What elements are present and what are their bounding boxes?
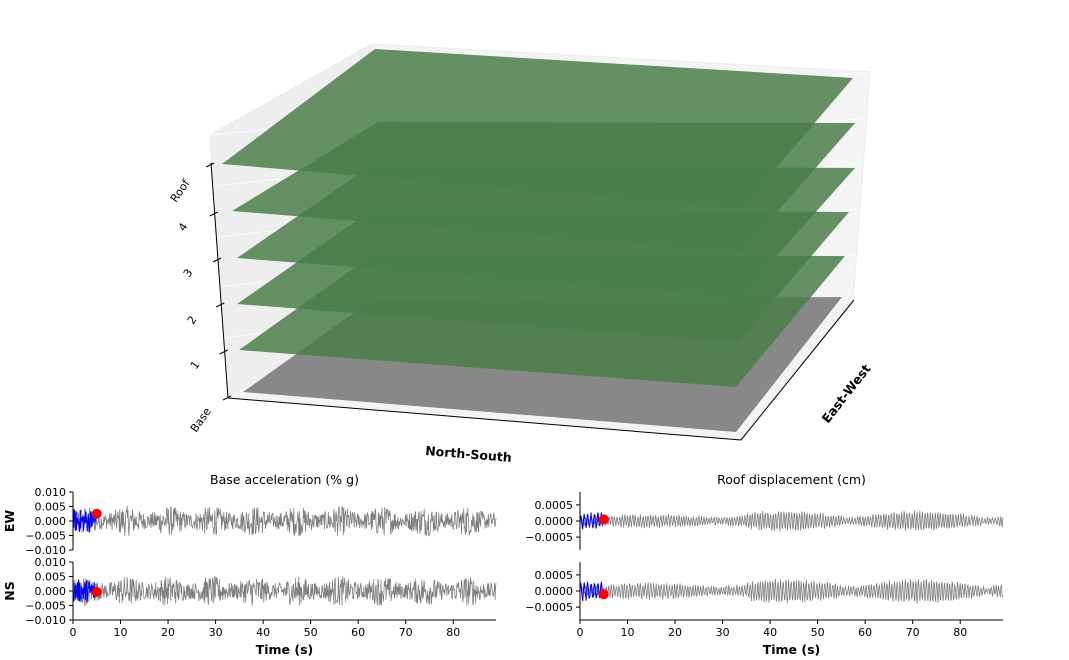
x-tick-label: 30 <box>716 626 730 639</box>
x-tick-label: 10 <box>621 626 635 639</box>
x-tick-label: 0 <box>577 626 584 639</box>
z-axis-line <box>210 162 229 399</box>
y-tick-label: −0.005 <box>25 600 66 613</box>
z-tick-mark <box>209 211 218 217</box>
current-marker <box>91 508 102 519</box>
y-tick-label: 0.000 <box>35 585 67 598</box>
y-tick-label: 0.0005 <box>535 569 574 582</box>
x-tick-label: 60 <box>858 626 872 639</box>
x-tick-label: 50 <box>811 626 825 639</box>
floor-roof <box>222 49 853 208</box>
y-tick-label: 0.005 <box>35 571 67 584</box>
subplot-ew: −0.0005 0.0000 0.0005 <box>525 492 1004 550</box>
x-tick-label: 70 <box>906 626 920 639</box>
y-tick-label: 0.0005 <box>535 499 574 512</box>
row-label: EW <box>2 510 17 533</box>
y-tick-label: 0.010 <box>35 556 67 569</box>
x-axis-label: North-South <box>425 443 513 465</box>
roof-displacement-panel: Roof displacement (cm) −0.0005 0.0000 0.000… <box>525 472 1004 657</box>
x-tick-label: 20 <box>161 626 175 639</box>
y-tick-label: −0.0005 <box>525 531 573 544</box>
y-axis-label: East-West <box>819 361 874 426</box>
time-series-panels: Base acceleration (% g)−0.010−0.0050.000… <box>2 472 1004 657</box>
y-axis-line <box>740 299 855 441</box>
current-marker <box>598 514 609 525</box>
record-line <box>72 576 497 607</box>
z-tick-2: 2 <box>185 314 200 327</box>
record-line <box>579 578 1004 604</box>
x-tick-label: 10 <box>114 626 128 639</box>
record-line <box>579 510 1004 532</box>
z-tick-mark <box>212 257 222 263</box>
y-tick-label: 0.010 <box>35 486 67 499</box>
x-axis-label: Time (s) <box>256 642 314 657</box>
highlight-line <box>72 579 97 603</box>
x-tick-label: 0 <box>70 626 77 639</box>
floors <box>222 49 855 387</box>
z-tick-mark <box>205 162 215 168</box>
z-ticks <box>205 162 232 401</box>
y-tick-label: 0.0000 <box>535 515 574 528</box>
y-tick-label: −0.010 <box>25 544 66 557</box>
x-axis-line <box>227 397 742 441</box>
subplot-ns: −0.0005 0.0000 0.0005 0 10 20 30 40 50 60 70 80 Time… <box>525 562 1004 657</box>
z-tick-base: Base <box>188 405 214 435</box>
highlight-line <box>579 511 604 530</box>
x-tick-label: 40 <box>763 626 777 639</box>
x-tick-label: 60 <box>351 626 365 639</box>
y-tick-label: 0.005 <box>35 501 67 514</box>
x-axis-label: Time (s) <box>763 642 821 657</box>
z-tick-mark <box>222 395 232 401</box>
highlight-line <box>72 509 97 533</box>
current-marker <box>91 586 102 597</box>
z-tick-mark <box>219 349 228 355</box>
y-tick-label: −0.0005 <box>525 601 573 614</box>
x-tick-label: 80 <box>446 626 460 639</box>
x-tick-label: 50 <box>304 626 318 639</box>
panel-title: Base acceleration (% g) <box>210 472 359 487</box>
x-tick-label: 20 <box>668 626 682 639</box>
panel-title: Roof displacement (cm) <box>717 472 866 487</box>
x-tick-label: 80 <box>953 626 967 639</box>
base-acceleration-panel: Base acceleration (% g)−0.010−0.0050.000… <box>2 472 497 657</box>
record-line <box>72 505 497 537</box>
building-3d-view: Base 1 2 3 4 Roof North-South East-West <box>168 43 874 465</box>
subplot-ew: −0.010−0.005 0.0000.005 0.010 EW <box>2 486 497 557</box>
x-tick-label: 40 <box>256 626 270 639</box>
current-marker <box>598 589 609 600</box>
y-tick-label: 0.000 <box>35 515 67 528</box>
y-tick-label: −0.010 <box>25 614 66 627</box>
x-tick-label: 30 <box>209 626 223 639</box>
x-tick-label: 70 <box>399 626 413 639</box>
z-tick-mark <box>216 302 225 308</box>
y-tick-label: −0.005 <box>25 530 66 543</box>
z-tick-4: 4 <box>176 221 191 234</box>
subplot-ns: −0.010−0.005 0.0000.005 0.010 NS 0 10 20 30 40 50… <box>2 556 497 657</box>
z-tick-roof: Roof <box>168 176 193 204</box>
row-label: NS <box>2 581 17 600</box>
z-tick-3: 3 <box>181 267 196 280</box>
z-tick-1: 1 <box>188 359 203 372</box>
y-tick-label: 0.0000 <box>535 585 574 598</box>
